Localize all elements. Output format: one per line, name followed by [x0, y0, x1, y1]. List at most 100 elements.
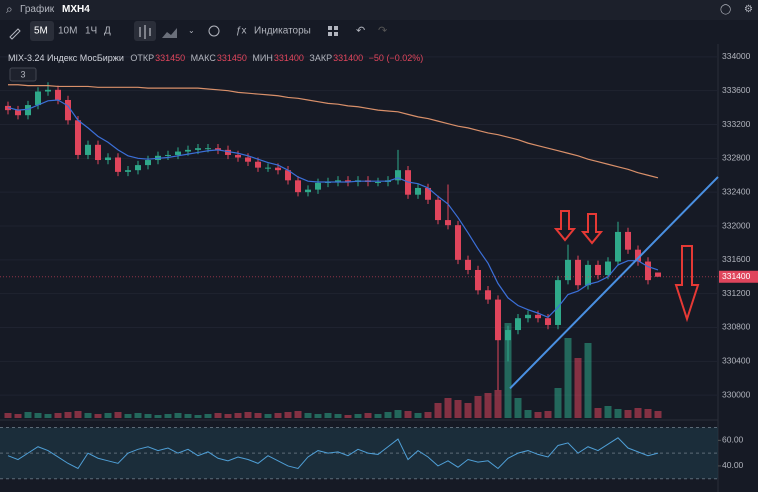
candle-body: [255, 161, 261, 168]
candle-body: [315, 182, 321, 190]
chart: ⌄ ƒx ↶ ↷ 5M 10M 1Ч Д Индикаторы 60.0040.00 …: [0, 20, 758, 492]
symbol[interactable]: MXH4: [62, 4, 90, 15]
candle-body: [515, 318, 521, 331]
candle-body: [575, 259, 581, 286]
undo[interactable]: ↶: [356, 25, 365, 37]
candle-body: [605, 261, 611, 276]
volume-bar: [154, 415, 162, 418]
volume-bar: [624, 410, 632, 418]
candle-body: [225, 149, 231, 155]
volume-bar: [484, 393, 492, 418]
indicators[interactable]: Индикаторы: [254, 26, 311, 37]
candle-body: [505, 330, 511, 341]
candle-body: [215, 148, 221, 150]
layout-icon[interactable]: [328, 26, 332, 30]
volume-bar: [74, 411, 82, 418]
candle-body: [275, 167, 281, 171]
dropdown[interactable]: ⌄: [188, 26, 195, 35]
volume-bar: [464, 403, 472, 418]
volume-bar: [134, 413, 142, 418]
candle-body: [435, 199, 441, 221]
candle-body: [445, 220, 451, 226]
badge: 3: [20, 69, 25, 79]
layout-icon: [334, 32, 338, 36]
interval-active[interactable]: [30, 21, 54, 41]
annotation-arrow: [553, 210, 577, 242]
volume-bar: [544, 411, 552, 418]
volume-bar: [104, 413, 112, 418]
candle-body: [455, 225, 461, 260]
volume-bar: [494, 390, 502, 418]
candle-body: [245, 157, 251, 162]
settings-icon[interactable]: ⚙: [744, 4, 753, 15]
ma-slow: [8, 84, 659, 179]
volume-bar: [14, 414, 22, 418]
y-tick-label: 332800: [722, 153, 751, 163]
search-icon[interactable]: ⌕: [6, 2, 13, 16]
candle-body: [105, 157, 111, 161]
oscillator-tick-label: 60.00: [722, 435, 744, 445]
volume-bar: [594, 408, 602, 418]
candle-body: [635, 249, 641, 262]
snapshot-icon[interactable]: ◯: [720, 4, 732, 15]
y-tick-label: 333600: [722, 85, 751, 95]
volume-bar: [534, 412, 542, 418]
volume-bar: [604, 406, 612, 418]
candle-body: [415, 187, 421, 195]
volume-bar: [244, 412, 252, 418]
redo[interactable]: ↷: [378, 25, 387, 37]
add-icon[interactable]: [208, 25, 220, 37]
candle-body: [165, 154, 171, 156]
fx-icon[interactable]: ƒx: [236, 26, 247, 37]
candle-body: [205, 148, 211, 150]
candle-body: [125, 170, 131, 172]
volume-bar: [644, 409, 652, 418]
candle-body: [285, 170, 291, 181]
section: График: [20, 4, 55, 15]
high-label: МАКС: [190, 53, 216, 63]
y-tick-label: 334000: [722, 51, 751, 61]
y-tick-label: 333200: [722, 119, 751, 129]
badge-box[interactable]: [9, 67, 37, 82]
volume-bar: [114, 412, 122, 418]
volume-bar: [94, 414, 102, 418]
y-tick-label: 330400: [722, 356, 751, 366]
candle-body: [525, 314, 531, 319]
draw-icon[interactable]: [9, 28, 21, 40]
volume-bar: [64, 412, 72, 418]
volume-bar: [294, 411, 302, 418]
close-value: 331400: [333, 53, 364, 63]
candle-body: [145, 160, 151, 166]
candle-body: [95, 144, 101, 161]
candle-body: [135, 165, 141, 171]
volume-bar: [274, 413, 282, 418]
interval[interactable]: Д: [104, 26, 111, 37]
low-label: МИН: [252, 53, 273, 63]
candle-body: [585, 264, 591, 286]
volume-bar: [634, 408, 642, 418]
candle-body: [595, 264, 601, 276]
volume-bar: [444, 398, 452, 418]
change: −50 (−0.02%): [368, 53, 424, 63]
volume-bar: [514, 398, 522, 418]
layout-icon: [328, 32, 332, 36]
volume-bar: [424, 412, 432, 418]
volume-bar: [474, 396, 482, 418]
candle-body: [185, 149, 191, 152]
low-value: 331400: [273, 53, 304, 63]
open-value: 331450: [155, 53, 186, 63]
price-axis: 330000 330400 330800 331200 331600 332000 3324…: [0, 51, 758, 399]
interval[interactable]: 1Ч: [85, 26, 97, 37]
candle-body: [25, 105, 31, 116]
candle-body: [235, 154, 241, 158]
instrument: MIX-3.24 Индекс МосБиржи: [8, 53, 124, 63]
candle-body: [545, 318, 551, 325]
interval[interactable]: 5M: [34, 26, 48, 37]
candle-body: [495, 299, 501, 341]
ma-fast: [7, 99, 659, 319]
interval[interactable]: 10M: [58, 26, 77, 37]
candle-icon: [139, 25, 151, 39]
area-icon[interactable]: [162, 28, 177, 38]
candle-body: [75, 120, 81, 155]
high-value: 331450: [216, 53, 247, 63]
